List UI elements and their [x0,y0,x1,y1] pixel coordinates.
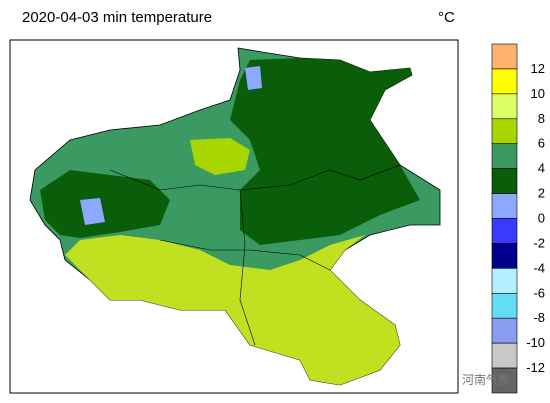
colorbar-label: -2 [533,235,545,250]
colorbar-label: -8 [533,310,545,325]
region-west [40,170,170,238]
colorbar-box [491,43,518,70]
colorbar-box [491,168,518,194]
colorbar: 12 10 8 6 4 2 0 -2 -4 -6 -8 -10 -12 [491,43,545,394]
colorbar-box [491,367,518,394]
colorbar-label: 4 [538,161,545,176]
province-map [29,47,441,386]
colorbar-label: 2 [538,186,545,201]
colorbar-box [491,93,518,120]
colorbar-box [491,342,518,369]
colorbar-box [491,193,518,219]
region-center-light [190,138,250,175]
colorbar-label: -4 [533,260,545,275]
colorbar-box [491,243,518,269]
unit: °C [438,9,455,26]
region-northeast [230,58,420,245]
region-cold-patch [80,198,105,225]
boundary [239,189,256,346]
region-cold-patch [245,66,262,90]
watermark: 河南气象 [462,372,510,387]
colorbar-label: 10 [531,86,545,101]
colorbar-box [491,143,518,169]
boundary [159,239,331,271]
colorbar-label: -10 [526,335,545,350]
title: 2020-04-03 min temperature [22,9,212,26]
colorbar-box [491,118,518,145]
colorbar-label: 0 [538,211,545,226]
colorbar-box [491,317,518,344]
colorbar-label: 6 [538,136,545,151]
colorbar-label: 12 [531,61,545,76]
region-south [65,235,400,385]
colorbar-box [491,218,518,244]
colorbar-label: -6 [533,285,545,300]
colorbar-box [491,68,518,95]
colorbar-label: -12 [526,360,545,375]
colorbar-label: 8 [538,111,545,126]
colorbar-box [491,292,518,319]
colorbar-box [491,268,518,294]
map-frame [9,39,459,394]
boundary [109,164,401,191]
